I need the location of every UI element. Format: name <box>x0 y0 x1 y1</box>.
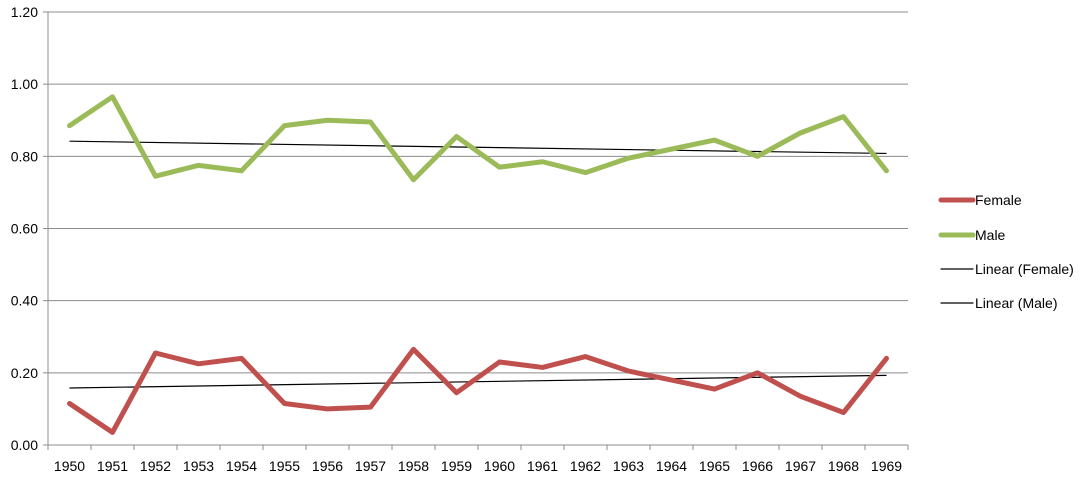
axes <box>43 11 909 450</box>
x-axis-tick-label: 1952 <box>140 458 171 474</box>
data-point-female <box>368 404 373 410</box>
x-axis-tick-label: 1961 <box>527 458 558 474</box>
data-point-male <box>454 134 459 139</box>
data-point-female <box>454 390 459 395</box>
data-point-male <box>755 154 760 159</box>
data-point-male <box>712 137 717 143</box>
data-point-female <box>110 430 115 435</box>
data-point-male <box>626 155 631 161</box>
data-point-female <box>583 354 588 359</box>
data-point-female <box>497 359 502 365</box>
x-axis-tick-labels: 1950 1951 1952 1953 1954 1955 1956 1957 1958 1959… <box>54 458 902 474</box>
x-axis-tick-label: 1959 <box>441 458 472 474</box>
data-point-male <box>411 177 416 182</box>
y-axis-tick-label: 0.60 <box>11 221 38 237</box>
x-axis-tick-label: 1954 <box>226 458 257 474</box>
data-point-female <box>841 410 846 415</box>
legend-item-female: Female <box>938 192 1022 208</box>
data-point-female <box>626 368 631 374</box>
legend-item-linear-male: Linear (Male) <box>940 295 1057 311</box>
data-point-female <box>282 401 287 406</box>
x-axis-tick-label: 1964 <box>656 458 687 474</box>
data-point-male <box>282 123 287 128</box>
x-axis-tick-label: 1958 <box>398 458 429 474</box>
legend: Female Male Linear (Female) Linear (Male) <box>938 192 1074 311</box>
x-axis-tick-label: 1963 <box>613 458 644 474</box>
y-axis-tick-label: 0.80 <box>11 148 38 164</box>
data-point-male <box>110 94 115 99</box>
legend-item-male: Male <box>938 227 1006 243</box>
data-point-female <box>67 401 72 406</box>
data-point-male <box>368 119 373 125</box>
series-lines <box>67 94 889 435</box>
data-point-female <box>540 365 545 370</box>
data-point-male <box>497 164 502 170</box>
legend-item-linear-female: Linear (Female) <box>940 261 1074 277</box>
x-axis-tick-label: 1956 <box>312 458 343 474</box>
x-axis-tick-label: 1955 <box>269 458 300 474</box>
y-axis-tick-label: 1.00 <box>11 76 38 92</box>
data-point-male <box>669 146 674 152</box>
data-point-female <box>153 350 158 356</box>
data-point-male <box>798 130 803 136</box>
x-axis-tick-label: 1957 <box>355 458 386 474</box>
x-axis-tick-label: 1966 <box>742 458 773 474</box>
data-point-female <box>798 394 803 399</box>
x-axis-tick-label: 1960 <box>484 458 515 474</box>
gridlines <box>48 11 908 374</box>
data-point-female <box>239 356 244 361</box>
data-point-male <box>841 114 846 119</box>
y-axis-tick-label: 0.00 <box>11 437 38 453</box>
data-point-male <box>540 159 545 164</box>
data-point-female <box>325 406 330 412</box>
x-axis-tick-label: 1969 <box>871 458 902 474</box>
data-point-female <box>755 370 760 376</box>
legend-label-linear-male: Linear (Male) <box>975 295 1057 311</box>
x-axis-tick-label: 1968 <box>828 458 859 474</box>
data-point-male <box>239 168 244 173</box>
data-point-male <box>196 163 201 168</box>
legend-label-male: Male <box>975 227 1006 243</box>
y-axis-tick-labels: 0.00 0.20 0.40 0.60 0.80 1.00 1.20 <box>11 4 38 453</box>
x-axis-tick-label: 1962 <box>570 458 601 474</box>
legend-label-female: Female <box>975 192 1022 208</box>
data-point-male <box>67 123 72 128</box>
y-axis-tick-label: 1.20 <box>11 4 38 20</box>
data-point-female <box>712 386 717 392</box>
data-point-male <box>325 118 330 123</box>
x-axis-tick-label: 1953 <box>183 458 214 474</box>
data-point-female <box>196 361 201 367</box>
data-point-male <box>884 168 889 173</box>
trendlines <box>69 140 887 389</box>
x-axis-tick-label: 1951 <box>97 458 128 474</box>
data-point-female <box>411 347 416 352</box>
legend-label-linear-female: Linear (Female) <box>975 261 1074 277</box>
x-axis-tick-label: 1965 <box>699 458 730 474</box>
data-point-male <box>583 170 588 175</box>
data-point-female <box>884 356 889 361</box>
y-axis-tick-label: 0.20 <box>11 365 38 381</box>
data-point-female <box>669 377 674 383</box>
series-line-female <box>67 346 889 435</box>
data-point-male <box>153 173 158 179</box>
y-axis-tick-label: 0.40 <box>11 293 38 309</box>
x-axis-tick-label: 1950 <box>54 458 85 474</box>
series-line-male <box>67 94 889 183</box>
x-axis-tick-label: 1967 <box>785 458 816 474</box>
